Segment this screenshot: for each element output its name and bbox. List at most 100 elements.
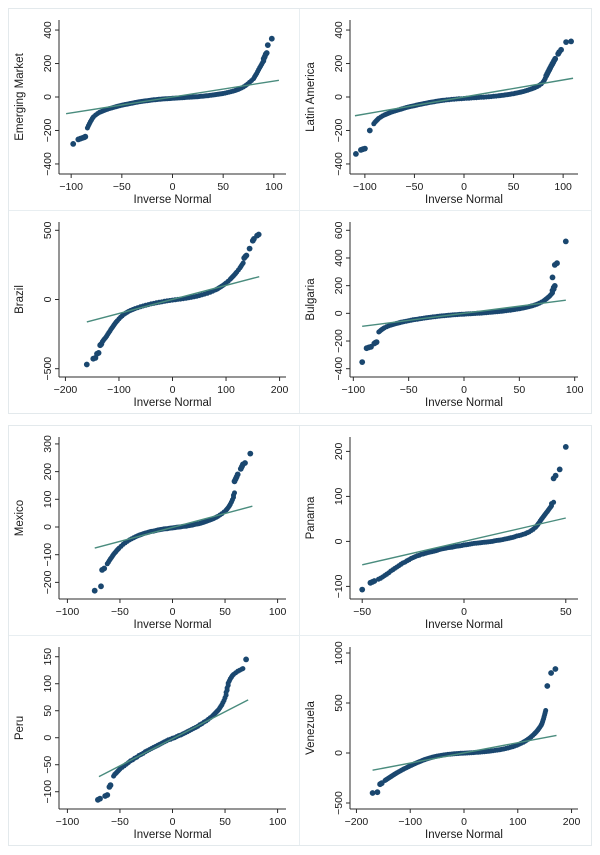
y-tick-label: 0 <box>42 735 54 741</box>
y-axis-title: Peru <box>14 716 26 740</box>
y-tick-label: 100 <box>42 490 54 508</box>
x-tick-label: 0 <box>461 816 467 828</box>
y-axis-title: Venezuela <box>305 701 317 755</box>
plot-cell-brazil: −500 0 500 −200 −100 0 100 200 Brazil Inverse Nor… <box>9 211 300 413</box>
x-axis-title: Inverse Normal <box>425 829 503 841</box>
y-tick-label: −400 <box>333 152 345 176</box>
y-tick-label: 0 <box>333 750 345 756</box>
y-tick-label: −100 <box>333 574 345 598</box>
x-axis-title: Inverse Normal <box>134 829 212 841</box>
y-tick-label: 0 <box>42 524 54 530</box>
y-tick-label: 0 <box>42 296 54 302</box>
y-tick-label: 400 <box>42 21 54 39</box>
y-tick-label: 100 <box>333 487 345 505</box>
y-tick-label: 400 <box>333 249 345 267</box>
x-tick-label: 0 <box>461 384 467 396</box>
y-axis-title: Panama <box>305 496 317 539</box>
y-tick-label: −200 <box>42 118 54 142</box>
qq-plot-peru: −100 −50 0 50 100 150 −100 −50 0 50 100 Peru Inverse… <box>14 647 287 841</box>
reference-line <box>86 275 260 323</box>
x-tick-label: 50 <box>508 181 520 193</box>
x-axis-title: Inverse Normal <box>425 619 503 631</box>
y-tick-label: −50 <box>42 756 54 774</box>
reference-line <box>94 505 253 549</box>
x-tick-label: −50 <box>406 181 424 193</box>
figure-block-bottom: −200 −100 0 100 200 300 −100 −50 0 50 100 Mexico Inv… <box>8 425 592 846</box>
x-axis-title: Inverse Normal <box>425 397 503 409</box>
y-tick-label: 150 <box>42 648 54 666</box>
y-tick-label: −200 <box>333 329 345 353</box>
plot-cell-venezuela: −500 0 500 1000 −200 −100 0 100 200 Venezuela Inve… <box>300 636 591 845</box>
x-tick-label: 100 <box>509 816 527 828</box>
y-tick-label: 1000 <box>333 641 345 665</box>
y-tick-label: 200 <box>333 442 345 460</box>
scatter-points <box>359 238 569 365</box>
plot-cell-panama: −100 0 100 200 −50 0 50 Panama Inverse Normal <box>300 426 591 636</box>
x-tick-label: 0 <box>461 181 467 193</box>
x-tick-label: 50 <box>217 181 229 193</box>
y-tick-label: −400 <box>333 357 345 381</box>
x-tick-label: 100 <box>566 384 584 396</box>
y-tick-label: 0 <box>42 94 54 100</box>
y-axis-title: Emerging Market <box>14 52 26 140</box>
y-tick-label: 300 <box>42 435 54 453</box>
x-tick-label: 0 <box>461 606 467 618</box>
y-tick-label: 600 <box>333 221 345 239</box>
x-axis-title: Inverse Normal <box>134 194 212 206</box>
scatter-points <box>70 35 275 147</box>
y-tick-label: 100 <box>42 675 54 693</box>
x-tick-label: −50 <box>353 606 371 618</box>
reference-line <box>372 734 557 771</box>
qq-plot-venezuela: −500 0 500 1000 −200 −100 0 100 200 Venezuela Inve… <box>305 641 581 841</box>
x-tick-label: 50 <box>560 606 572 618</box>
x-axis-title: Inverse Normal <box>425 194 503 206</box>
y-tick-label: 500 <box>42 221 54 239</box>
y-tick-label: 200 <box>333 277 345 295</box>
y-tick-label: 50 <box>42 705 54 717</box>
y-tick-label: −100 <box>42 780 54 804</box>
y-axis-title: Brazil <box>14 285 26 314</box>
plot-cell-bulgaria: −400 −200 0 200 400 600 −100 −50 0 50 100 Bulgaria I… <box>300 211 591 413</box>
x-tick-label: 100 <box>554 181 572 193</box>
x-tick-label: −100 <box>56 606 80 618</box>
y-tick-label: −500 <box>42 357 54 381</box>
scatter-points <box>91 450 254 594</box>
qq-plot-panama: −100 0 100 200 −50 0 50 Panama Inverse Normal <box>305 437 578 631</box>
figure-block-top: −400 −200 0 200 400 −100 −50 0 50 100 Emerging Mar… <box>8 8 592 414</box>
x-tick-label: −100 <box>56 816 80 828</box>
plot-cell-emerging-market: −400 −200 0 200 400 −100 −50 0 50 100 Emerging Mar… <box>9 9 300 211</box>
x-tick-label: 50 <box>219 816 231 828</box>
qq-plot-emerging-market: −400 −200 0 200 400 −100 −50 0 50 100 Emerging Mar… <box>14 20 286 206</box>
y-tick-label: 0 <box>333 94 345 100</box>
y-tick-label: −200 <box>333 118 345 142</box>
plot-cell-mexico: −200 −100 0 100 200 300 −100 −50 0 50 100 Mexico Inv… <box>9 426 300 636</box>
x-tick-label: 200 <box>563 816 581 828</box>
x-tick-label: 0 <box>170 181 176 193</box>
scatter-points <box>95 656 250 803</box>
y-tick-label: −100 <box>42 543 54 567</box>
reference-line <box>354 77 574 117</box>
y-tick-label: 500 <box>333 694 345 712</box>
x-tick-label: −50 <box>113 181 131 193</box>
x-axis-title: Inverse Normal <box>134 619 212 631</box>
x-tick-label: −50 <box>400 384 418 396</box>
scatter-points <box>369 666 559 796</box>
x-tick-label: −50 <box>111 606 129 618</box>
y-tick-label: 200 <box>42 55 54 73</box>
y-axis-title: Mexico <box>14 500 26 536</box>
y-tick-label: 200 <box>333 55 345 73</box>
x-tick-label: −100 <box>59 181 83 193</box>
x-tick-label: −100 <box>341 384 365 396</box>
x-axis-title: Inverse Normal <box>134 397 212 409</box>
x-tick-label: 0 <box>170 606 176 618</box>
reference-line <box>362 299 566 328</box>
x-tick-label: 50 <box>219 606 231 618</box>
qq-plot-bulgaria: −400 −200 0 200 400 600 −100 −50 0 50 100 Bulgaria I… <box>305 221 584 409</box>
x-tick-label: −100 <box>398 816 422 828</box>
qq-plot-latin-america: −400 −200 0 200 400 −100 −50 0 50 100 Latin Americ… <box>305 20 578 206</box>
y-tick-label: −400 <box>42 152 54 176</box>
x-tick-label: 200 <box>271 384 289 396</box>
plot-cell-peru: −100 −50 0 50 100 150 −100 −50 0 50 100 Peru Inverse… <box>9 636 300 845</box>
